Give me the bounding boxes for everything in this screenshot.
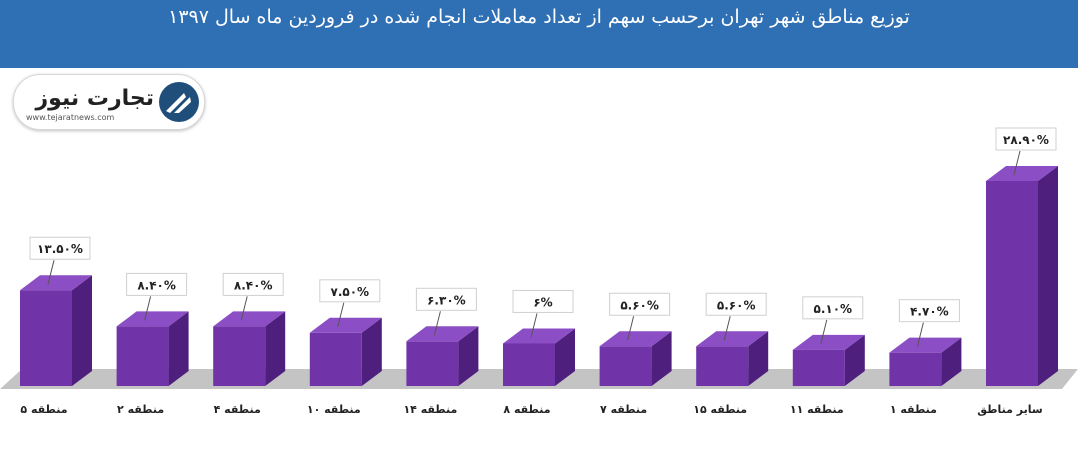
bar-top <box>503 328 575 344</box>
x-tick-label: منطقه ۸ <box>503 403 550 416</box>
bar-side <box>361 317 382 386</box>
bar-side <box>265 311 286 386</box>
bar-side <box>458 326 479 386</box>
data-label-leader <box>916 322 924 347</box>
data-label-box <box>126 272 188 296</box>
data-label-leader <box>1013 150 1021 176</box>
bar-top <box>116 311 189 327</box>
data-label-leader <box>240 296 248 321</box>
bar-side <box>1038 166 1058 386</box>
data-label: ۸.۴۰% <box>234 278 273 292</box>
bar-top <box>213 311 286 327</box>
title-banner: توزیع مناطق شهر تهران برحسب سهم از تعداد… <box>0 0 1078 68</box>
bar-top <box>889 337 962 353</box>
data-label-box <box>609 292 671 316</box>
x-tick-label: سایر مناطق <box>977 403 1042 416</box>
data-label-box <box>319 279 381 303</box>
chart-title: توزیع مناطق شهر تهران برحسب سهم از تعداد… <box>168 6 910 28</box>
bar <box>503 343 555 386</box>
data-label-box <box>802 296 864 320</box>
data-label: ۶.۳۰% <box>427 293 466 307</box>
data-label-leader <box>820 319 828 344</box>
bar <box>213 326 266 386</box>
x-tick-label: منطقه ۱۴ <box>403 403 457 416</box>
bar-top <box>20 275 92 291</box>
data-label: ۶% <box>533 295 552 309</box>
data-label-leader <box>144 296 152 321</box>
data-label: ۴.۷۰% <box>910 305 949 319</box>
bar <box>696 346 749 386</box>
data-label-box <box>415 287 477 311</box>
data-label-box <box>898 299 960 323</box>
x-tick-label: منطقه ۲ <box>117 403 164 416</box>
data-label-box <box>222 272 284 296</box>
logo-graphic: تجارت نیوز www.tejaratnews.com <box>26 82 199 122</box>
bar-top <box>986 166 1058 181</box>
data-label-leader <box>337 302 345 327</box>
data-label: ۲۸.۹۰% <box>1003 133 1049 147</box>
bar <box>309 332 362 386</box>
data-label: ۱۳.۵۰% <box>37 242 83 256</box>
x-tick-label: منطقه ۱۵ <box>693 403 747 416</box>
data-label: ۵.۶۰% <box>620 298 659 312</box>
bar-side <box>941 337 962 386</box>
bar <box>889 352 942 386</box>
x-tick-label: منطقه ۱ <box>890 403 937 416</box>
bar <box>792 349 845 386</box>
data-label-leader <box>723 316 731 341</box>
bar <box>986 181 1038 386</box>
data-label-leader <box>433 311 441 336</box>
bar-side <box>748 331 769 386</box>
bar-top <box>599 331 672 347</box>
x-tick-label: منطقه ۵ <box>20 403 67 416</box>
data-label: ۵.۶۰% <box>717 298 756 312</box>
bar-top <box>792 334 865 350</box>
bar <box>116 326 169 386</box>
x-tick-label: منطقه ۱۱ <box>790 403 844 416</box>
data-label-leader <box>627 316 635 341</box>
data-label-leader <box>47 260 55 285</box>
bar-side <box>844 334 865 386</box>
x-tick-label: منطقه ۱۰ <box>307 403 361 416</box>
data-label-box <box>512 289 574 313</box>
x-tick-label: منطقه ۴ <box>214 403 261 416</box>
data-label: ۷.۵۰% <box>331 285 370 299</box>
data-label-leader <box>530 313 538 338</box>
bar-top <box>406 326 479 342</box>
bar <box>20 290 72 386</box>
data-label-box <box>705 292 767 316</box>
x-tick-label: منطقه ۷ <box>600 403 647 416</box>
data-label-box <box>29 236 91 260</box>
bar-side <box>555 328 575 386</box>
bar-side <box>168 311 189 386</box>
bar-top <box>309 317 382 333</box>
tejaratnews-logo: تجارت نیوز www.tejaratnews.com <box>13 74 205 130</box>
bar <box>599 346 652 386</box>
data-label-box <box>995 127 1057 151</box>
data-label: ۵.۱۰% <box>814 302 853 316</box>
bar-side <box>72 275 92 386</box>
logo-brand: تجارت نیوز <box>34 86 154 111</box>
bar <box>406 341 459 386</box>
data-label: ۸.۴۰% <box>137 278 176 292</box>
logo-url: www.tejaratnews.com <box>26 113 114 122</box>
bar-top <box>696 331 769 347</box>
bar-side <box>651 331 672 386</box>
